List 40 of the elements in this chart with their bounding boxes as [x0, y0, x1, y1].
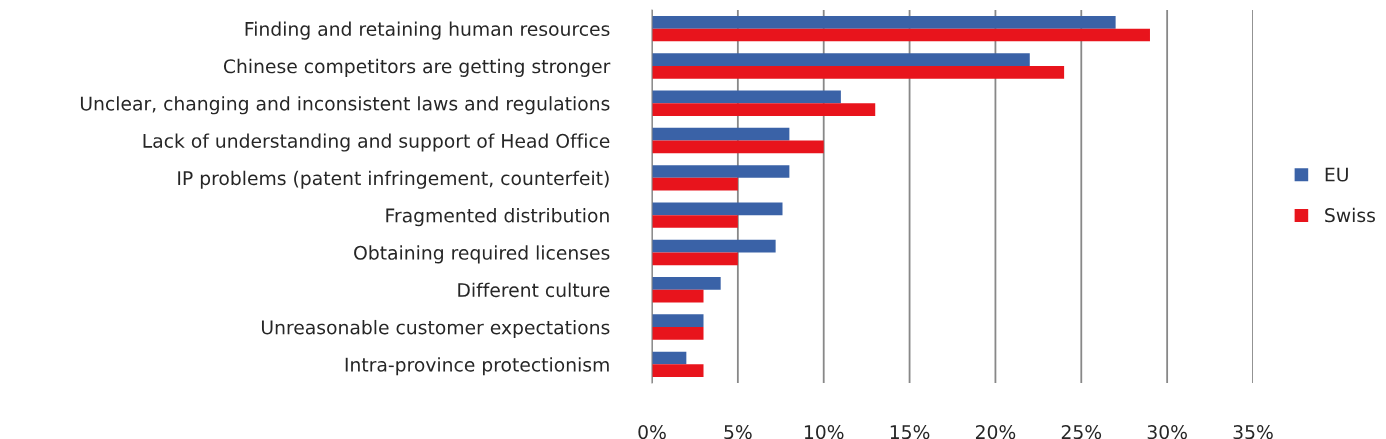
- y-tick-label: Lack of understanding and support of Head Office: [143, 133, 610, 152]
- bar: [652, 314, 704, 328]
- y-tick-label: Different culture: [458, 282, 610, 298]
- y-tick-label: Unreasonable customer expectations: [261, 319, 610, 339]
- bar: [652, 65, 1065, 79]
- bar: [652, 351, 687, 365]
- y-tick-label: Unclear, changing and inconsistent laws and regulations: [80, 96, 610, 115]
- x-tick-label: 25%: [1061, 425, 1102, 439]
- y-tick-label: Finding and retaining human resources: [245, 21, 610, 40]
- bar: [652, 103, 876, 116]
- bar: [652, 327, 704, 340]
- bar: [652, 202, 783, 216]
- y-tick-label: Intra-province protectionism: [345, 357, 609, 376]
- x-tick-label: 5%: [724, 425, 752, 439]
- legend-label: EU: [1325, 167, 1348, 182]
- bar: [652, 127, 790, 141]
- bar: [652, 252, 738, 266]
- bar: [652, 165, 790, 178]
- y-tick-label: Fragmented distribution: [386, 208, 609, 227]
- bar: [652, 53, 1030, 66]
- x-tick-label: 35%: [1233, 425, 1273, 439]
- x-tick-label: 0%: [638, 425, 666, 439]
- bar: [652, 28, 1150, 42]
- x-tick-label: 30%: [1147, 425, 1187, 439]
- y-tick-label: Chinese competitors are getting stronger: [223, 58, 611, 77]
- bar: [652, 90, 841, 104]
- bar: [652, 177, 738, 191]
- x-tick-label: 10%: [804, 425, 844, 439]
- x-tick-label: 20%: [975, 425, 1016, 439]
- y-tick-label: Obtaining required licenses: [354, 245, 610, 264]
- x-tick-label: 15%: [890, 425, 930, 439]
- bar: [652, 277, 721, 290]
- bar: [652, 289, 704, 303]
- bar: [652, 239, 776, 253]
- bar: [652, 215, 738, 228]
- y-tick-label: IP problems (patent infringement, counterfeit): [178, 170, 609, 189]
- bar: [652, 140, 824, 154]
- legend-label: Swiss: [1325, 207, 1375, 223]
- bar: [652, 15, 1116, 29]
- bar: [652, 364, 704, 378]
